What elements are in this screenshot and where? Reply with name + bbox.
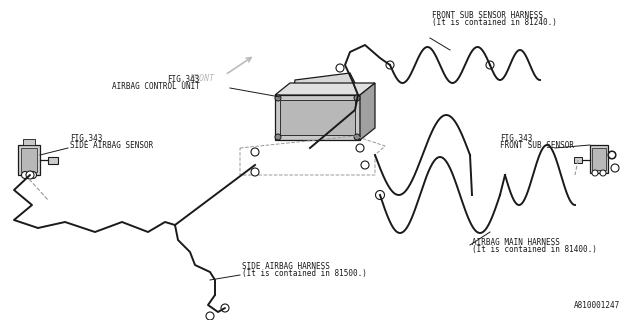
Circle shape [206,312,214,320]
Circle shape [275,95,281,101]
Circle shape [486,61,494,69]
Circle shape [376,190,385,199]
Text: FRONT SUB SENSOR HARNESS: FRONT SUB SENSOR HARNESS [432,11,543,20]
Circle shape [361,161,369,169]
Bar [18,145,40,175]
Circle shape [26,171,34,179]
Circle shape [251,168,259,176]
Polygon shape [360,83,375,140]
Polygon shape [290,103,365,140]
Circle shape [608,151,616,159]
Text: SIDE AIRBAG SENSOR: SIDE AIRBAG SENSOR [70,141,153,150]
Bar [48,156,58,164]
Circle shape [386,61,394,69]
Circle shape [221,304,229,312]
Text: FRONT: FRONT [190,74,215,83]
Bar [280,100,355,135]
Text: (It is contained in 81400.): (It is contained in 81400.) [472,245,597,254]
Bar [23,139,35,145]
Text: A810001247: A810001247 [573,301,620,310]
Bar [574,157,582,163]
Text: SIDE AIRBAG HARNESS: SIDE AIRBAG HARNESS [242,262,330,271]
Text: (It is contained in 81500.): (It is contained in 81500.) [242,269,367,278]
Polygon shape [290,73,365,110]
Circle shape [356,144,364,152]
Text: (It is contained in 81240.): (It is contained in 81240.) [432,18,557,27]
Circle shape [354,95,360,101]
Circle shape [22,172,29,179]
Circle shape [592,170,598,176]
Text: FIG.343: FIG.343 [70,134,102,143]
Bar [592,148,606,170]
Circle shape [354,134,360,140]
Text: FIG.343: FIG.343 [500,134,532,143]
Circle shape [275,134,281,140]
Bar [590,145,608,173]
Circle shape [251,148,259,156]
Text: AIRBAG MAIN HARNESS: AIRBAG MAIN HARNESS [472,238,560,247]
Text: AIRBAG CONTROL UNIT: AIRBAG CONTROL UNIT [112,82,200,91]
Bar [275,95,360,140]
Polygon shape [275,83,375,95]
Circle shape [336,64,344,72]
Text: FRONT SUB SENSOR: FRONT SUB SENSOR [500,141,574,150]
Text: FIG.343: FIG.343 [168,75,200,84]
Circle shape [611,164,619,172]
Circle shape [600,170,606,176]
Bar [21,148,37,172]
Circle shape [29,172,36,179]
